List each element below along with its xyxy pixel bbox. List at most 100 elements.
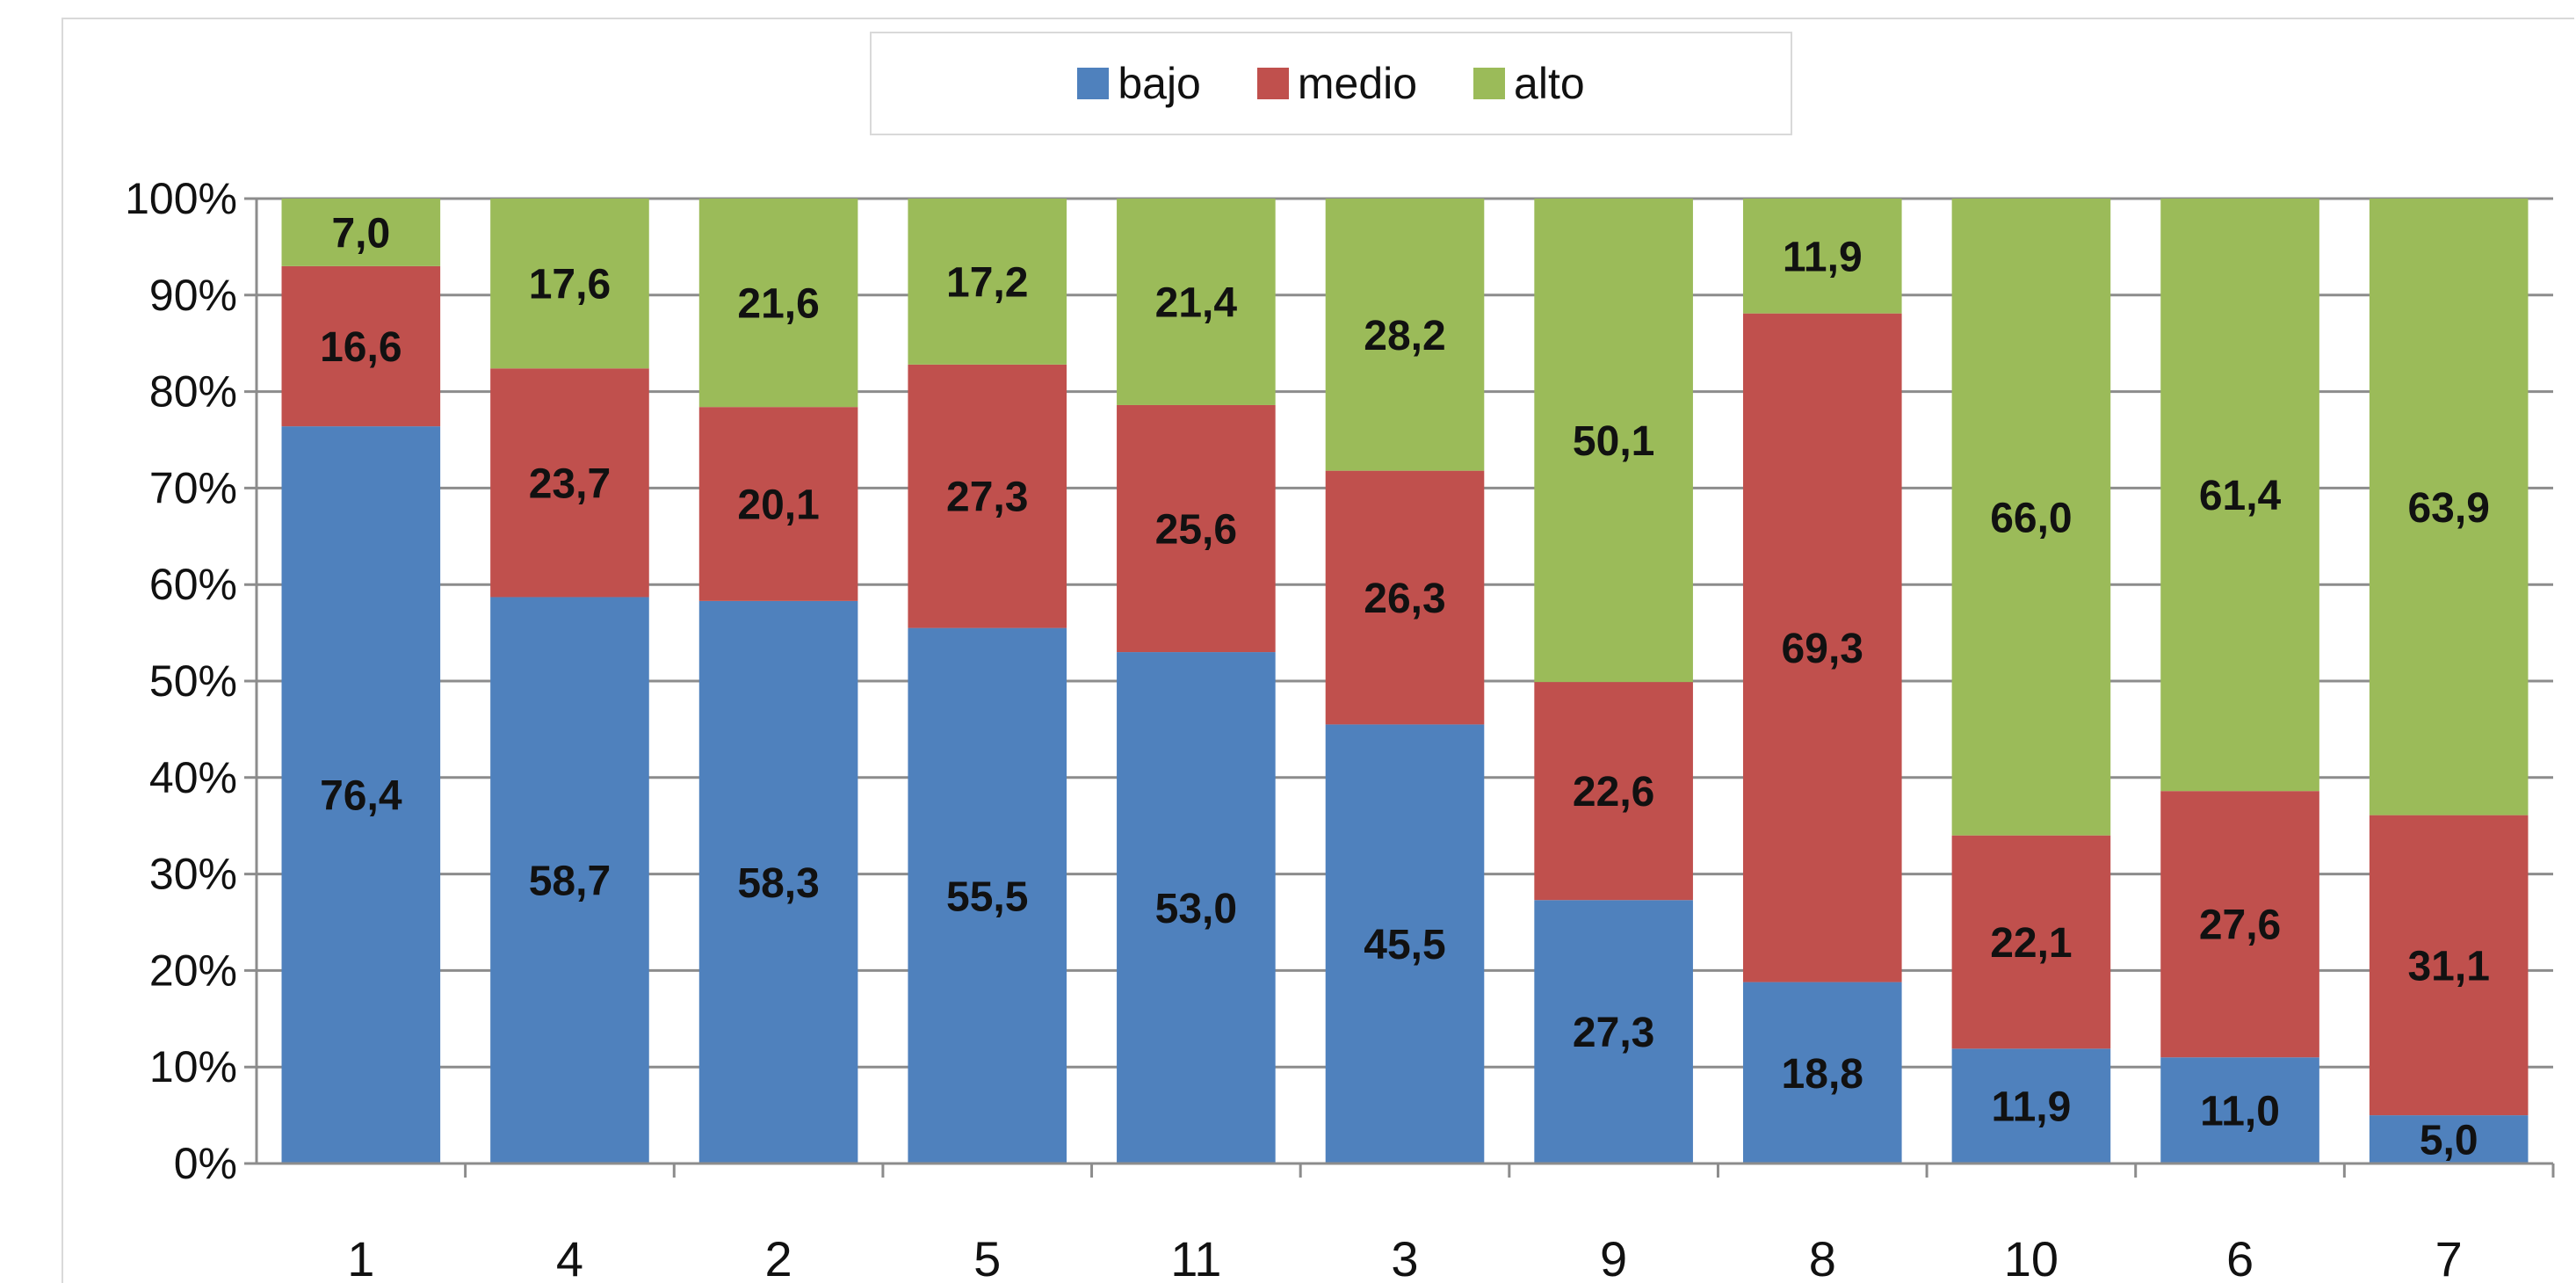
legend-swatch-bajo	[1077, 68, 1110, 99]
legend-item-bajo: bajo	[1077, 58, 1201, 109]
data-label-medio-9: 22,6	[1573, 769, 1654, 815]
y-tick-label-0: 0%	[174, 1139, 237, 1188]
bar-bajo-4	[490, 597, 649, 1163]
legend-item-medio: medio	[1256, 58, 1418, 109]
x-tick-label-11: 11	[1170, 1231, 1221, 1283]
data-label-medio-2: 20,1	[737, 482, 819, 529]
data-label-bajo-10: 11,9	[1992, 1084, 2072, 1131]
y-tick-label-90: 90%	[149, 271, 237, 320]
data-label-alto-11: 21,4	[1155, 279, 1238, 326]
y-tick-label-60: 60%	[149, 560, 237, 609]
data-label-bajo-2: 58,3	[737, 860, 819, 907]
y-tick-label-30: 30%	[149, 850, 237, 899]
data-label-bajo-3: 45,5	[1364, 922, 1445, 968]
data-label-bajo-6: 11,0	[2200, 1089, 2280, 1135]
bar-alto-10	[1951, 199, 2111, 836]
x-tick-label-6: 6	[2226, 1231, 2254, 1283]
data-label-alto-5: 17,2	[946, 259, 1028, 306]
bar-alto-4	[490, 199, 649, 369]
data-label-alto-3: 28,2	[1364, 313, 1445, 359]
data-label-medio-10: 22,1	[1990, 920, 2072, 967]
x-tick-label-9: 9	[1600, 1231, 1627, 1283]
bar-medio-9	[1534, 682, 1693, 901]
data-label-alto-8: 11,9	[1783, 234, 1863, 280]
y-tick-label-80: 80%	[149, 367, 237, 417]
x-tick-label-7: 7	[2435, 1231, 2463, 1283]
x-tick-label-8: 8	[1809, 1231, 1836, 1283]
bar-bajo-5	[908, 627, 1067, 1163]
bar-bajo-8	[1742, 982, 1902, 1163]
data-label-medio-8: 69,3	[1782, 626, 1863, 672]
x-tick-label-4: 4	[556, 1231, 583, 1283]
data-label-alto-7: 63,9	[2407, 485, 2489, 532]
y-tick-label-50: 50%	[149, 656, 237, 706]
legend-swatch-alto	[1473, 68, 1506, 99]
data-label-bajo-5: 55,5	[946, 873, 1028, 920]
bar-medio-6	[2160, 791, 2319, 1058]
data-label-medio-3: 26,3	[1364, 576, 1445, 622]
data-label-medio-5: 27,3	[946, 475, 1028, 521]
bar-bajo-11	[1117, 652, 1276, 1163]
bar-bajo-10	[1951, 1048, 2111, 1163]
bar-medio-5	[908, 364, 1067, 628]
data-label-medio-1: 16,6	[320, 324, 402, 371]
y-tick-label-20: 20%	[149, 946, 237, 995]
data-label-alto-10: 66,0	[1990, 495, 2072, 541]
bar-alto-2	[698, 199, 858, 408]
bar-medio-10	[1951, 835, 2111, 1049]
data-label-medio-6: 27,6	[2199, 902, 2281, 949]
x-tick-label-1: 1	[347, 1231, 374, 1283]
chart-frame	[62, 18, 2574, 1283]
x-tick-label-2: 2	[765, 1231, 792, 1283]
y-tick-label-10: 10%	[149, 1042, 237, 1091]
bar-medio-1	[281, 265, 441, 427]
legend-label-medio: medio	[1297, 59, 1418, 108]
data-label-medio-4: 23,7	[529, 460, 611, 507]
data-label-bajo-8: 18,8	[1782, 1051, 1863, 1098]
bar-alto-11	[1117, 199, 1276, 405]
legend-label-bajo: bajo	[1118, 59, 1201, 108]
bar-bajo-3	[1325, 724, 1485, 1163]
y-tick-label-40: 40%	[149, 753, 237, 802]
legend-label-alto: alto	[1514, 59, 1585, 108]
bar-alto-9	[1534, 199, 1693, 683]
data-label-alto-4: 17,6	[529, 262, 611, 308]
bar-medio-3	[1325, 470, 1485, 725]
bar-medio-8	[1742, 313, 1902, 982]
legend: bajo medio alto	[870, 32, 1792, 135]
x-tick-label-10: 10	[2004, 1231, 2059, 1283]
x-tick-label-3: 3	[1391, 1231, 1418, 1283]
bar-alto-3	[1325, 199, 1485, 471]
bar-alto-6	[2160, 199, 2319, 792]
bar-bajo-2	[698, 600, 858, 1163]
data-label-medio-11: 25,6	[1155, 507, 1237, 554]
bar-medio-11	[1117, 404, 1276, 653]
bar-medio-2	[698, 407, 858, 601]
bar-bajo-9	[1534, 900, 1693, 1163]
bar-bajo-6	[2160, 1057, 2319, 1163]
data-label-alto-1: 7,0	[331, 210, 390, 257]
data-label-bajo-9: 27,3	[1573, 1010, 1654, 1056]
data-label-bajo-1: 76,4	[320, 773, 402, 820]
data-label-bajo-7: 5,0	[2420, 1118, 2478, 1164]
data-label-medio-7: 31,1	[2407, 943, 2489, 989]
data-label-alto-6: 61,4	[2199, 473, 2282, 519]
data-label-bajo-11: 53,0	[1155, 886, 1237, 932]
bar-alto-1	[281, 199, 441, 266]
data-label-alto-9: 50,1	[1573, 418, 1654, 465]
bar-bajo-1	[281, 426, 441, 1163]
data-label-alto-2: 21,6	[737, 281, 819, 328]
bar-alto-7	[2369, 199, 2529, 815]
legend-swatch-medio	[1256, 68, 1289, 99]
x-tick-label-5: 5	[973, 1231, 1001, 1283]
bar-alto-5	[908, 199, 1067, 365]
bar-bajo-7	[2369, 1115, 2529, 1163]
y-tick-label-100: 100%	[125, 174, 237, 223]
y-tick-label-70: 70%	[149, 463, 237, 512]
data-label-bajo-4: 58,7	[529, 859, 611, 905]
legend-item-alto: alto	[1473, 58, 1585, 109]
bar-alto-8	[1742, 199, 1902, 314]
bar-medio-7	[2369, 815, 2529, 1116]
bar-medio-4	[490, 368, 649, 598]
